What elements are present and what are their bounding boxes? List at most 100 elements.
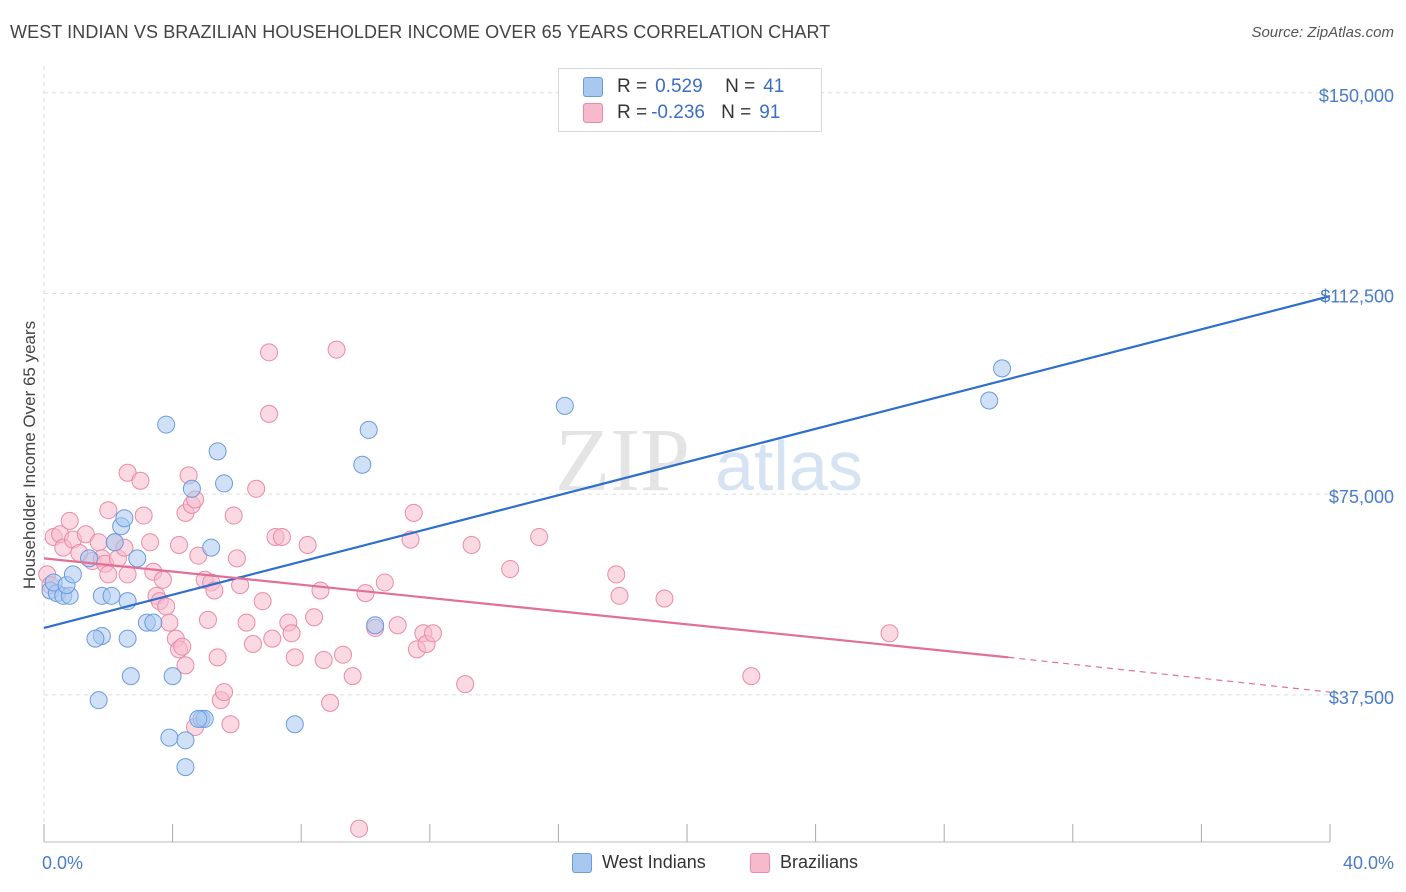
legend-swatch-braz xyxy=(583,103,603,123)
trend-lines xyxy=(43,295,1331,693)
data-point xyxy=(260,343,279,362)
data-point xyxy=(118,629,137,648)
data-point xyxy=(742,667,761,686)
legend-r-label: R = xyxy=(617,76,648,97)
trend-line xyxy=(43,295,1331,629)
data-point xyxy=(298,535,317,554)
data-point xyxy=(285,715,304,734)
legend-n-label: N = xyxy=(725,76,756,97)
y-tick-label: $75,000 xyxy=(1329,487,1394,507)
legend: R = 0.529 N = 41 R = -0.236 N = 91 xyxy=(558,68,822,132)
data-point xyxy=(314,651,333,670)
bottom-legend-braz-label: Brazilians xyxy=(780,852,859,872)
watermark-atlas: atlas xyxy=(715,427,863,505)
data-point xyxy=(243,634,262,653)
series-points-0 xyxy=(41,359,1012,777)
data-point xyxy=(375,573,394,592)
data-point xyxy=(215,474,234,493)
data-point xyxy=(655,589,674,608)
axes xyxy=(43,66,1331,843)
data-point xyxy=(205,581,224,600)
data-point xyxy=(424,624,443,643)
data-point xyxy=(221,715,240,734)
trend-line xyxy=(43,557,1009,659)
data-point xyxy=(501,560,520,579)
data-point xyxy=(157,597,176,616)
data-point xyxy=(350,819,369,838)
data-point xyxy=(189,546,208,565)
data-point xyxy=(141,533,160,552)
data-point xyxy=(89,533,108,552)
data-point xyxy=(208,442,227,461)
data-point xyxy=(163,667,182,686)
data-point xyxy=(102,586,121,605)
legend-n-label: N = xyxy=(721,102,752,123)
legend-swatch-west xyxy=(583,77,603,97)
data-point xyxy=(160,613,179,632)
data-point xyxy=(182,479,201,498)
data-point xyxy=(224,506,243,525)
data-point xyxy=(353,455,372,474)
legend-r-value: -0.236 xyxy=(651,102,705,123)
bottom-legend-west: West Indians xyxy=(572,852,706,873)
data-point xyxy=(237,613,256,632)
watermark: ZIP atlas xyxy=(555,411,863,510)
data-point xyxy=(176,758,195,777)
legend-r-label: R = xyxy=(617,102,648,123)
data-point xyxy=(170,535,189,554)
data-point xyxy=(305,608,324,627)
data-point xyxy=(215,683,234,702)
series-points-1 xyxy=(38,340,899,838)
y-tick-label: $150,000 xyxy=(1319,86,1394,106)
data-point xyxy=(247,479,266,498)
bottom-swatch-west xyxy=(572,852,592,873)
data-point xyxy=(76,525,95,544)
data-point xyxy=(263,629,282,648)
data-point xyxy=(115,509,134,528)
data-point xyxy=(321,693,340,712)
data-point xyxy=(131,471,150,490)
data-point xyxy=(610,586,629,605)
grid-lines xyxy=(44,92,1396,696)
data-point xyxy=(63,565,82,584)
data-point xyxy=(153,570,172,589)
data-point xyxy=(327,340,346,359)
data-point xyxy=(99,501,118,520)
data-point xyxy=(253,592,272,611)
data-point xyxy=(134,506,153,525)
data-point xyxy=(128,549,147,568)
data-point xyxy=(227,549,246,568)
legend-row-west: R = 0.529 N = 41 xyxy=(583,75,784,99)
chart-title: WEST INDIAN VS BRAZILIAN HOUSEHOLDER INC… xyxy=(10,22,831,42)
data-point xyxy=(456,675,475,694)
data-point xyxy=(311,581,330,600)
data-point xyxy=(356,584,375,603)
data-point xyxy=(160,728,179,747)
data-point xyxy=(121,667,140,686)
data-point xyxy=(198,610,217,629)
data-point xyxy=(993,359,1012,378)
data-point xyxy=(359,420,378,439)
data-point xyxy=(105,533,124,552)
trend-line-extension xyxy=(1008,656,1331,693)
data-point xyxy=(60,511,79,530)
data-point xyxy=(555,396,574,415)
data-point xyxy=(260,404,279,423)
data-point xyxy=(208,648,227,667)
legend-row-braz: R = -0.236 N = 91 xyxy=(583,101,780,125)
tick-labels: $37,500 $75,000 $112,500 $150,000 0.0% 40.0% xyxy=(42,86,1394,873)
data-point xyxy=(404,503,423,522)
data-point xyxy=(343,667,362,686)
data-point xyxy=(157,415,176,434)
data-point xyxy=(530,527,549,546)
bottom-legend-west-label: West Indians xyxy=(602,852,706,872)
bottom-legend-braz: Brazilians xyxy=(750,852,858,873)
data-point xyxy=(89,691,108,710)
y-tick-label: $37,500 xyxy=(1329,688,1394,708)
data-point xyxy=(388,616,407,635)
data-point xyxy=(285,648,304,667)
legend-r-value: 0.529 xyxy=(655,76,703,97)
data-point xyxy=(118,463,137,482)
legend-n-value: 91 xyxy=(759,102,781,123)
